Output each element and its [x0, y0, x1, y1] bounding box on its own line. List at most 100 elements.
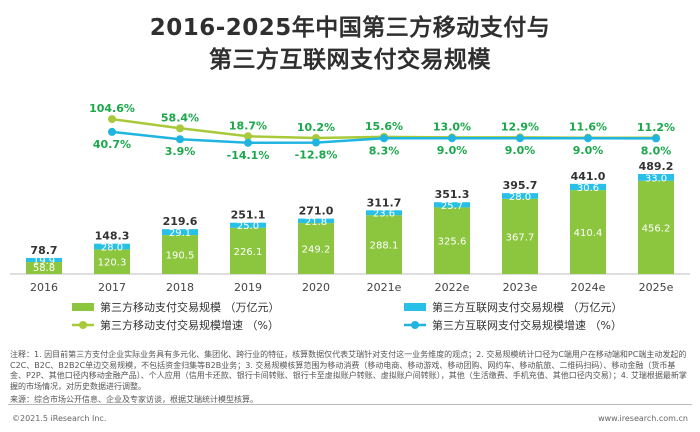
- bar-internet-payment: [570, 183, 606, 191]
- data-label-internet: 25.0: [237, 221, 259, 232]
- legend-marker: [411, 321, 419, 329]
- bar-internet-payment: [162, 229, 198, 236]
- bar-mobile-payment: [638, 180, 674, 274]
- growth-label-mobile: 58.4%: [161, 111, 199, 124]
- point-internet-growth: [448, 134, 456, 143]
- legend-label: 第三方互联网支付交易规模 （万亿元）: [432, 300, 623, 314]
- chart-notes: 注释：1. 因目前第三方支付企业实际业务具有多元化、集团化、跨行业的特征，核算数…: [10, 350, 687, 391]
- data-label-internet: 28.0: [509, 192, 531, 203]
- point-internet-growth: [516, 134, 524, 143]
- data-label-total: 148.3: [95, 230, 130, 243]
- legend-swatch: [72, 303, 94, 311]
- data-label-internet: 25.7: [441, 201, 463, 212]
- x-tick-label: 2017: [98, 281, 126, 294]
- bar-internet-payment: [638, 174, 674, 181]
- growth-label-internet: 8.0%: [641, 144, 672, 157]
- data-label-total: 78.7: [30, 244, 57, 257]
- growth-label-internet: -14.1%: [227, 149, 270, 162]
- growth-label-mobile: 15.6%: [365, 120, 403, 133]
- bar-internet-payment: [230, 222, 266, 228]
- growth-label-internet: 8.3%: [369, 144, 400, 157]
- growth-label-internet: 40.7%: [93, 138, 131, 151]
- growth-label-internet: 9.0%: [573, 144, 604, 157]
- bar-mobile-payment: [26, 261, 62, 274]
- data-label-total: 489.2: [639, 160, 674, 173]
- bar-internet-payment: [434, 202, 470, 208]
- data-label-total: 271.0: [299, 205, 334, 218]
- bar-mobile-payment: [94, 249, 130, 274]
- data-label-total: 351.3: [435, 188, 470, 201]
- data-label-total: 441.0: [571, 170, 606, 183]
- data-label-mobile: 58.8: [33, 263, 55, 274]
- legend-swatch: [404, 303, 426, 311]
- growth-label-internet: 3.9%: [165, 145, 196, 158]
- data-label-internet: 30.6: [577, 183, 599, 194]
- growth-label-mobile: 12.9%: [501, 120, 539, 133]
- data-label-internet: 21.8: [305, 217, 327, 228]
- copyright-text: ©2021.5 iResearch Inc.: [12, 414, 107, 423]
- data-label-mobile: 410.4: [574, 228, 603, 239]
- data-label-total: 311.7: [367, 196, 402, 209]
- x-tick-label: 2022e: [435, 281, 470, 294]
- point-internet-growth: [108, 127, 116, 136]
- growth-label-mobile: 11.2%: [637, 121, 675, 134]
- x-tick-label: 2019: [234, 281, 262, 294]
- bar-mobile-payment: [298, 223, 334, 274]
- x-tick-label: 2021e: [367, 281, 402, 294]
- data-label-internet: 19.9: [33, 256, 55, 267]
- chart-source: 来源：综合市场公开信息、企业及专家访谈，根据艾瑞统计模型核算。: [10, 395, 258, 404]
- bar-internet-payment: [94, 243, 130, 250]
- growth-label-mobile: 18.7%: [229, 119, 267, 132]
- x-tick-label: 2020: [302, 281, 330, 294]
- chart-title-line1: 2016-2025年中国第三方移动支付与: [149, 15, 551, 41]
- data-label-mobile: 249.2: [302, 245, 331, 256]
- bar-internet-payment: [502, 193, 538, 199]
- growth-label-mobile: 11.6%: [569, 121, 607, 134]
- footer-divider: [8, 404, 692, 405]
- legend-label: 第三方移动支付交易规模 （万亿元）: [100, 300, 280, 314]
- x-tick-label: 2024e: [571, 281, 606, 294]
- data-label-total: 395.7: [503, 179, 538, 192]
- legend-label: 第三方互联网支付交易规模增速 （%）: [432, 318, 622, 332]
- bar-mobile-payment: [162, 235, 198, 274]
- point-internet-growth: [652, 134, 660, 143]
- growth-label-internet: 9.0%: [437, 144, 468, 157]
- data-label-internet: 23.6: [373, 209, 395, 220]
- combo-chart: 58.819.978.72016120.328.0148.32017190.52…: [10, 102, 690, 332]
- website-url: www.iresearch.com.cn: [598, 414, 688, 423]
- data-label-total: 219.6: [163, 215, 198, 228]
- data-label-mobile: 325.6: [438, 237, 467, 248]
- legend-label: 第三方移动支付交易规模增速 （%）: [100, 318, 279, 332]
- bar-internet-payment: [26, 257, 62, 262]
- bar-mobile-payment: [434, 207, 470, 274]
- point-mobile-growth: [244, 132, 252, 141]
- point-mobile-growth: [108, 115, 116, 124]
- x-tick-label: 2016: [30, 281, 58, 294]
- data-label-mobile: 120.3: [98, 258, 127, 269]
- data-label-mobile: 226.1: [234, 247, 263, 258]
- growth-label-mobile: 104.6%: [89, 102, 135, 115]
- growth-label-internet: 9.0%: [505, 144, 536, 157]
- bar-internet-payment: [298, 218, 334, 224]
- point-internet-growth: [584, 134, 592, 143]
- chart-title-line2: 第三方互联网支付交易规模: [209, 47, 491, 73]
- bar-mobile-payment: [366, 215, 402, 274]
- data-label-mobile: 456.2: [642, 223, 671, 234]
- legend-marker: [79, 321, 87, 329]
- data-label-mobile: 190.5: [166, 251, 195, 262]
- point-internet-growth: [380, 134, 388, 143]
- data-label-total: 251.1: [231, 209, 266, 222]
- data-label-mobile: 288.1: [370, 241, 399, 252]
- bar-mobile-payment: [570, 190, 606, 274]
- x-tick-label: 2025e: [639, 281, 674, 294]
- growth-label-internet: -12.8%: [295, 149, 338, 162]
- bar-internet-payment: [366, 210, 402, 216]
- data-label-internet: 28.0: [101, 243, 123, 254]
- x-tick-label: 2018: [166, 281, 194, 294]
- point-internet-growth: [244, 138, 252, 147]
- data-label-mobile: 367.7: [506, 232, 535, 243]
- data-label-internet: 29.1: [169, 228, 191, 239]
- point-internet-growth: [312, 138, 320, 147]
- bar-mobile-payment: [230, 227, 266, 274]
- bar-mobile-payment: [502, 198, 538, 274]
